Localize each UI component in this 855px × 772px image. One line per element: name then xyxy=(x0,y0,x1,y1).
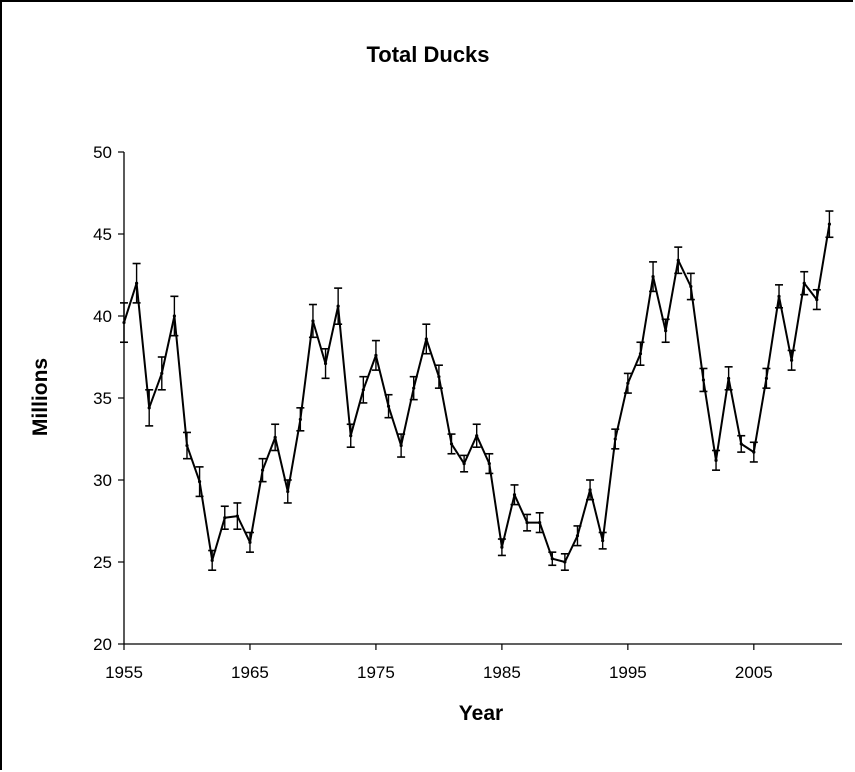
data-point xyxy=(487,462,491,466)
y-tick-label: 35 xyxy=(93,389,112,408)
data-point xyxy=(714,458,718,462)
x-tick-label: 1975 xyxy=(357,663,395,682)
data-point xyxy=(500,545,504,549)
data-point xyxy=(437,375,441,379)
data-point xyxy=(701,378,706,382)
data-point xyxy=(739,442,743,446)
data-point xyxy=(273,435,277,439)
data-point xyxy=(449,442,454,446)
data-point xyxy=(727,376,731,380)
data-point xyxy=(223,516,227,520)
data-point xyxy=(790,358,794,362)
x-tick-label: 1955 xyxy=(105,663,143,682)
data-point xyxy=(160,371,164,375)
data-point xyxy=(424,337,428,341)
data-point xyxy=(185,443,189,448)
data-point xyxy=(147,406,151,410)
data-point xyxy=(197,480,202,484)
data-point xyxy=(260,468,265,472)
data-point xyxy=(512,493,517,497)
x-tick-label: 1985 xyxy=(483,663,521,682)
data-point xyxy=(802,281,806,285)
series-total-ducks xyxy=(120,210,834,572)
x-tick-label: 2005 xyxy=(735,663,773,682)
data-point xyxy=(386,404,391,408)
data-point xyxy=(588,488,592,492)
axes: 20 25 30 35 40 45 50 1955 1965 1975 1985 1995 2005 xyxy=(93,143,842,682)
data-point xyxy=(323,361,328,366)
x-tick-label: 1965 xyxy=(231,663,269,682)
data-point xyxy=(764,376,769,380)
data-point xyxy=(336,304,340,308)
y-tick-label: 20 xyxy=(93,635,112,654)
data-point xyxy=(361,388,365,392)
data-point xyxy=(689,284,693,289)
y-tick-label: 40 xyxy=(93,307,112,326)
data-point xyxy=(298,417,302,421)
data-point xyxy=(651,275,655,279)
data-point xyxy=(777,294,781,298)
data-point xyxy=(563,560,567,564)
data-point xyxy=(462,462,466,466)
data-point xyxy=(638,352,643,356)
data-point xyxy=(248,540,252,544)
data-point xyxy=(172,314,176,318)
data-point xyxy=(286,489,290,494)
data-point xyxy=(412,386,416,390)
y-tick-label: 25 xyxy=(93,553,112,572)
data-point xyxy=(676,258,680,262)
data-point xyxy=(134,281,139,285)
data-point xyxy=(235,514,239,518)
data-point xyxy=(601,539,605,543)
data-point xyxy=(575,534,580,538)
data-point xyxy=(210,558,214,562)
data-point xyxy=(613,437,617,441)
series-line xyxy=(123,224,831,563)
data-point xyxy=(475,434,479,438)
chart-title: Total Ducks xyxy=(366,42,489,67)
data-point xyxy=(752,450,756,454)
data-point xyxy=(815,298,819,302)
data-point xyxy=(827,222,832,226)
data-point xyxy=(525,521,529,525)
data-point xyxy=(374,353,378,357)
x-tick-label: 1995 xyxy=(609,663,647,682)
data-point xyxy=(664,329,668,333)
y-axis-title: Millions xyxy=(29,358,52,436)
data-point xyxy=(538,521,542,525)
data-point xyxy=(349,434,353,438)
data-point xyxy=(122,320,126,325)
data-point xyxy=(311,319,315,323)
data-point xyxy=(626,381,630,385)
data-point xyxy=(399,443,403,448)
y-tick-label: 45 xyxy=(93,225,112,244)
y-tick-label: 50 xyxy=(93,143,112,162)
x-axis-title: Year xyxy=(459,702,503,725)
data-point xyxy=(550,557,554,561)
y-tick-label: 30 xyxy=(93,471,112,490)
